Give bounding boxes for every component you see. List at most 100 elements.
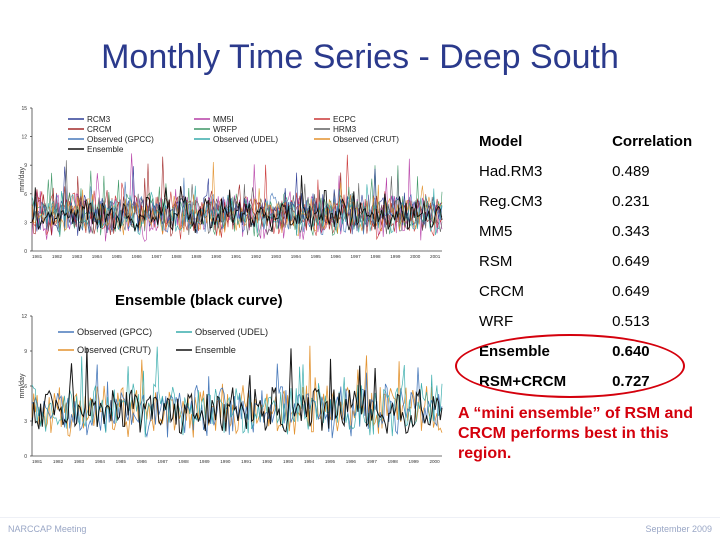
correlation-cell: 0.489 — [612, 162, 650, 180]
x-tick-label: 1983 — [74, 459, 85, 464]
x-tick-label: 1993 — [271, 254, 282, 259]
y-tick-label: 6 — [24, 192, 27, 198]
correlation-cell: 0.649 — [612, 282, 650, 300]
y-tick-label: 6 — [24, 384, 27, 390]
slide-title: Monthly Time Series - Deep South — [101, 38, 619, 76]
legend-label: WRFP — [213, 125, 238, 134]
x-tick-label: 1999 — [409, 459, 420, 464]
x-tick-label: 1984 — [92, 254, 103, 259]
y-tick-label: 12 — [21, 314, 27, 320]
model-cell: RSM — [479, 252, 513, 270]
legend-entry: Observed (GPCC) — [68, 135, 154, 144]
x-tick-label: 1983 — [72, 254, 83, 259]
series-line-udel — [31, 346, 443, 438]
y-axis-label: mm/day — [19, 167, 26, 192]
x-tick-label: 1991 — [231, 254, 242, 259]
correlation-cell: 0.231 — [612, 192, 650, 210]
x-tick-label: 1995 — [311, 254, 322, 259]
x-tick-label: 1994 — [304, 459, 315, 464]
x-tick-label: 1987 — [151, 254, 162, 259]
x-tick-label: 2001 — [430, 254, 441, 259]
y-tick-label: 3 — [24, 419, 27, 425]
x-tick-label: 1993 — [283, 459, 294, 464]
legend-entry: HRM3 — [314, 125, 357, 134]
y-tick-label: 12 — [21, 135, 27, 141]
y-tick-label: 9 — [24, 349, 27, 355]
legend-entry: Observed (CRUT) — [58, 345, 151, 355]
footer-left: NARCCAP Meeting — [8, 524, 87, 534]
legend-label: ECPC — [333, 115, 356, 124]
legend-label: Observed (UDEL) — [195, 327, 268, 337]
table-row: MM5 0.343 — [473, 216, 698, 246]
x-tick-label: 1987 — [158, 459, 169, 464]
x-tick-label: 1989 — [191, 254, 202, 259]
bottom-chart-svg: 0 3 6 9 12 mm/day 1981 1982 1983 1984 1985 1986 1987… — [19, 314, 443, 464]
series-line-crut — [31, 161, 443, 237]
bottom-chart: 0 3 6 9 12 mm/day 1981 1982 1983 1984 1985 1986 1987… — [18, 308, 448, 474]
legend-label: Observed (GPCC) — [77, 327, 152, 337]
series-line-udel — [31, 184, 443, 236]
table-row: WRF 0.513 — [473, 306, 698, 336]
x-tick-label: 1981 — [32, 459, 43, 464]
x-tick-label: 1996 — [346, 459, 357, 464]
series-line-ens — [31, 175, 443, 233]
legend-label: RCM3 — [87, 115, 111, 124]
x-tick-label: 1997 — [350, 254, 361, 259]
x-tick-label: 1981 — [32, 254, 43, 259]
x-tick-label: 1985 — [116, 459, 127, 464]
legend-entry: CRCM — [68, 125, 112, 134]
x-tick-label: 1996 — [331, 254, 342, 259]
table-row: Reg.CM3 0.231 — [473, 186, 698, 216]
legend-label: Ensemble — [87, 145, 124, 154]
model-cell: Reg.CM3 — [479, 192, 543, 210]
legend-label: Observed (UDEL) — [213, 135, 278, 144]
footer-right: September 2009 — [645, 524, 712, 534]
correlation-cell: 0.343 — [612, 222, 650, 240]
y-tick-label: 9 — [24, 163, 27, 169]
table-row: RSM 0.649 — [473, 246, 698, 276]
table-header-row: Model Correlation — [473, 126, 698, 156]
y-tick-label: 0 — [24, 249, 27, 255]
model-cell: MM5 — [479, 222, 513, 240]
y-tick-label: 15 — [21, 106, 27, 112]
x-tick-label: 1986 — [137, 459, 148, 464]
x-tick-label: 1989 — [199, 459, 210, 464]
highlight-oval — [455, 334, 685, 398]
legend-label: Observed (CRUT) — [77, 345, 151, 355]
legend-label: Observed (CRUT) — [333, 135, 399, 144]
x-tick-label: 1999 — [390, 254, 401, 259]
top-chart: 0 3 6 9 12 15 mm/day 1981 1982 1983 1984 1985 1986 19… — [18, 103, 448, 271]
x-tick-label: 1991 — [241, 459, 252, 464]
x-tick-label: 1990 — [220, 459, 231, 464]
legend-entry: Ensemble — [68, 145, 124, 154]
model-cell: CRCM — [479, 282, 524, 300]
x-tick-label: 1982 — [52, 254, 63, 259]
y-tick-label: 0 — [24, 454, 27, 460]
x-tick-label: 1988 — [178, 459, 189, 464]
x-tick-label: 2000 — [410, 254, 421, 259]
y-axis-label: mm/day — [19, 373, 26, 398]
top-chart-svg: 0 3 6 9 12 15 mm/day 1981 1982 1983 1984 1985 1986 19… — [19, 106, 443, 259]
legend-label: CRCM — [87, 125, 112, 134]
footer-divider — [0, 517, 720, 518]
x-tick-label: 1998 — [388, 459, 399, 464]
ensemble-label: Ensemble (black curve) — [115, 292, 283, 309]
model-cell: WRF — [479, 312, 514, 330]
conclusion-note: A “mini ensemble” of RSM and CRCM perfor… — [458, 405, 693, 462]
header-correlation: Correlation — [612, 132, 693, 150]
legend-entry: RCM3 — [68, 115, 111, 124]
x-tick-label: 1992 — [262, 459, 273, 464]
legend-entry: WRFP — [194, 125, 238, 134]
legend-entry: Observed (GPCC) — [58, 327, 152, 337]
x-tick-label: 1990 — [211, 254, 222, 259]
header-model: Model — [479, 132, 523, 150]
legend-entry: Ensemble — [176, 345, 236, 355]
correlation-cell: 0.513 — [612, 312, 650, 330]
legend-entry: MM5I — [194, 115, 233, 124]
legend-label: Ensemble — [195, 345, 236, 355]
x-tick-label: 1985 — [112, 254, 123, 259]
legend-entry: Observed (UDEL) — [176, 327, 268, 337]
x-tick-label: 1982 — [53, 459, 64, 464]
x-tick-label: 1997 — [367, 459, 378, 464]
legend-entry: Observed (UDEL) — [194, 135, 278, 144]
